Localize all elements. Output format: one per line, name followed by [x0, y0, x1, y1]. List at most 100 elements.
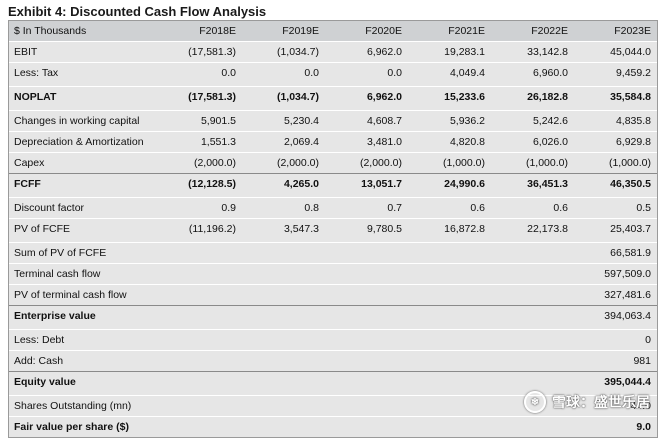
row-value: 597,509.0 — [604, 268, 651, 280]
table-row: Add: Cash 981 — [9, 350, 657, 371]
header-label: $ In Thousands — [14, 25, 87, 37]
year-header: F2018E — [199, 25, 236, 37]
row-value: 0.9 — [221, 202, 236, 214]
table-row: Sum of PV of FCFE 66,581.9 — [9, 242, 657, 263]
row-label: Terminal cash flow — [14, 268, 101, 280]
row-value: 395,044.4 — [604, 376, 651, 388]
row-label: Discount factor — [14, 202, 85, 214]
table-row: Discount factor 0.9 0.8 0.7 0.6 0.6 0.5 — [9, 197, 657, 218]
row-value: 4,820.8 — [449, 136, 485, 148]
row-value: 5,230.4 — [283, 115, 319, 127]
year-header: F2020E — [365, 25, 402, 37]
row-value: (2,000.0) — [193, 157, 236, 169]
row-value: 19,283.1 — [444, 46, 485, 58]
row-label: Less: Tax — [14, 67, 59, 79]
row-label: FCFF — [14, 178, 41, 190]
table-row: Capex (2,000.0) (2,000.0) (2,000.0) (1,0… — [9, 152, 657, 173]
table-row: Terminal cash flow 597,509.0 — [9, 263, 657, 284]
row-value: 46,350.5 — [610, 178, 651, 190]
row-value: 4,835.8 — [615, 115, 651, 127]
row-value: 6,962.0 — [366, 46, 402, 58]
row-label: Less: Debt — [14, 334, 65, 346]
row-value: (1,034.7) — [276, 91, 319, 103]
row-value: 36,451.3 — [527, 178, 568, 190]
row-value: 44.0 — [630, 400, 651, 412]
row-value: (12,128.5) — [188, 178, 236, 190]
row-value: 0.0 — [387, 67, 402, 79]
row-value: 0.0 — [304, 67, 319, 79]
row-value: 4,265.0 — [283, 178, 319, 190]
row-value: 3,547.3 — [283, 223, 319, 235]
row-value: 24,990.6 — [444, 178, 485, 190]
row-value: (2,000.0) — [359, 157, 402, 169]
row-value: 13,051.7 — [361, 178, 402, 190]
snowball-logo-icon: ❄ — [524, 391, 546, 413]
table-row: PV of FCFE (11,196.2) 3,547.3 9,780.5 16… — [9, 218, 657, 239]
dcf-table: $ In Thousands F2018E F2019E F2020E F202… — [8, 20, 658, 438]
row-label: Changes in working capital — [14, 115, 140, 127]
row-label: Enterprise value — [14, 310, 96, 322]
row-label: Add: Cash — [14, 355, 64, 367]
row-value: 1,551.3 — [200, 136, 236, 148]
row-value: (2,000.0) — [276, 157, 319, 169]
row-value: 9,459.2 — [615, 67, 651, 79]
row-value: 394,063.4 — [604, 310, 651, 322]
table-row: Less: Tax 0.0 0.0 0.0 4,049.4 6,960.0 9,… — [9, 62, 657, 83]
table-row: Shares Outstanding (mn) 44.0 — [9, 395, 657, 416]
row-value: 9.0 — [636, 421, 651, 433]
row-value: 6,026.0 — [532, 136, 568, 148]
table-row: Equity value 395,044.4 — [9, 371, 657, 392]
table-row: Enterprise value 394,063.4 — [9, 305, 657, 326]
row-label: PV of FCFE — [14, 223, 71, 235]
row-value: 25,403.7 — [610, 223, 651, 235]
row-value: (17,581.3) — [188, 91, 236, 103]
table-row: PV of terminal cash flow 327,481.6 — [9, 284, 657, 305]
row-value: 327,481.6 — [604, 289, 651, 301]
row-value: 9,780.5 — [366, 223, 402, 235]
row-value: (11,196.2) — [188, 223, 236, 235]
row-value: 4,608.7 — [366, 115, 402, 127]
row-value: 0.5 — [636, 202, 651, 214]
row-label: Equity value — [14, 376, 76, 388]
row-value: 66,581.9 — [610, 247, 651, 259]
row-label: Fair value per share ($) — [14, 421, 129, 433]
row-value: (1,000.0) — [608, 157, 651, 169]
row-value: 2,069.4 — [283, 136, 319, 148]
row-label: Shares Outstanding (mn) — [14, 400, 132, 412]
row-value: 5,242.6 — [532, 115, 568, 127]
watermark: ❄ 雪球：盛世乐居 — [524, 391, 650, 413]
row-value: 6,960.0 — [532, 67, 568, 79]
row-value: (17,581.3) — [188, 46, 236, 58]
row-value: 5,936.2 — [449, 115, 485, 127]
row-value: 35,584.8 — [610, 91, 651, 103]
row-value: 3,481.0 — [366, 136, 402, 148]
row-value: 15,233.6 — [444, 91, 485, 103]
row-label: Capex — [14, 157, 45, 169]
row-value: 981 — [633, 355, 651, 367]
row-value: 0.6 — [470, 202, 485, 214]
row-value: (1,000.0) — [525, 157, 568, 169]
year-header: F2019E — [282, 25, 319, 37]
row-value: 6,962.0 — [366, 91, 402, 103]
row-label: Depreciation & Amortization — [14, 136, 144, 148]
row-value: 0.8 — [304, 202, 319, 214]
row-value: 16,872.8 — [444, 223, 485, 235]
row-value: 0.0 — [221, 67, 236, 79]
row-value: 0.7 — [387, 202, 402, 214]
row-value: 22,173.8 — [527, 223, 568, 235]
row-value: 0.6 — [553, 202, 568, 214]
watermark-text: 雪球：盛世乐居 — [552, 394, 650, 410]
table-row: Less: Debt 0 — [9, 329, 657, 350]
row-label: PV of terminal cash flow — [14, 289, 127, 301]
row-value: 0 — [645, 334, 651, 346]
year-header: F2023E — [614, 25, 651, 37]
table-row: Changes in working capital 5,901.5 5,230… — [9, 110, 657, 131]
row-value: 33,142.8 — [527, 46, 568, 58]
page-title: Exhibit 4: Discounted Cash Flow Analysis — [8, 4, 267, 19]
row-value: (1,034.7) — [276, 46, 319, 58]
row-value: (1,000.0) — [442, 157, 485, 169]
year-header: F2022E — [531, 25, 568, 37]
row-value: 26,182.8 — [527, 91, 568, 103]
table-row: Fair value per share ($) 9.0 — [9, 416, 657, 437]
table-row: EBIT (17,581.3) (1,034.7) 6,962.0 19,283… — [9, 41, 657, 62]
